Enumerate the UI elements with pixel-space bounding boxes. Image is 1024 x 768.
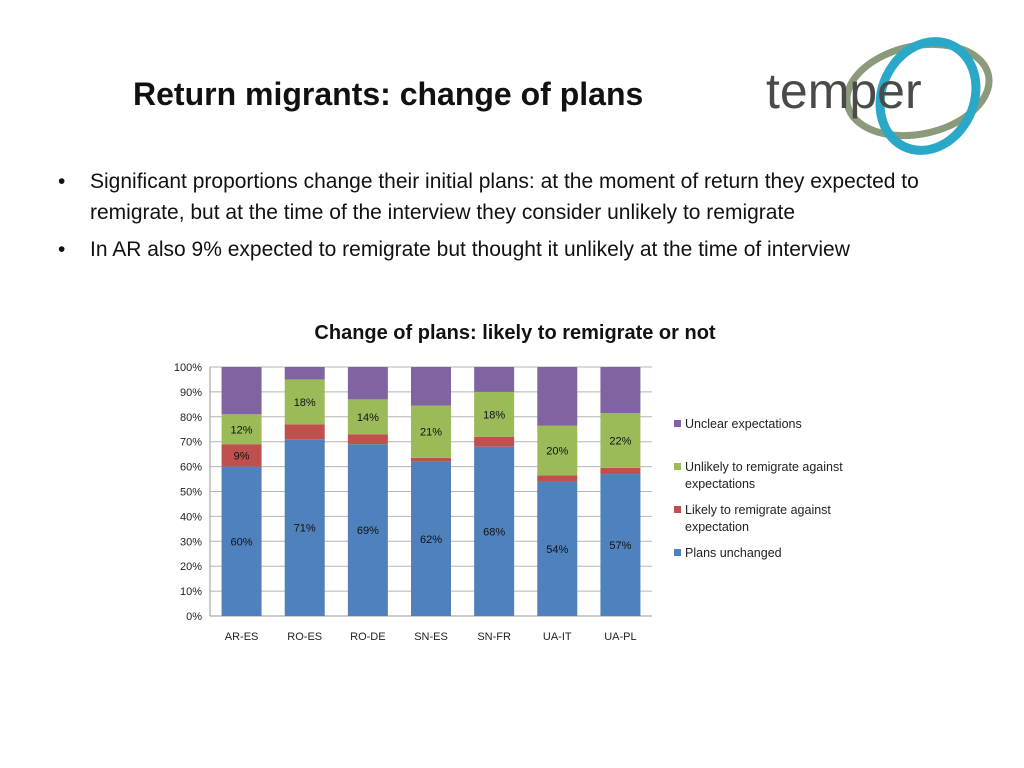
bar-segment xyxy=(347,367,388,400)
data-label: 62% xyxy=(420,534,442,546)
data-label: 18% xyxy=(483,409,505,421)
bar-segment xyxy=(600,413,641,468)
legend-label: Unclear expectations xyxy=(685,417,802,431)
bar-segment xyxy=(221,414,262,445)
legend-swatch xyxy=(674,549,681,556)
chart-title: Change of plans: likely to remigrate or … xyxy=(314,322,716,344)
legend-swatch xyxy=(674,463,681,470)
data-label: 57% xyxy=(609,540,631,552)
bar-segment xyxy=(347,399,388,435)
logo-inner-swoosh xyxy=(875,37,981,155)
bullet-item: • In AR also 9% expected to remigrate bu… xyxy=(58,234,978,265)
legend-label: Unlikely to remigrate against xyxy=(685,460,843,474)
legend-label: expectations xyxy=(685,477,755,491)
bar-segment xyxy=(537,425,578,476)
bar-segment xyxy=(537,367,578,426)
x-tick-label: UA-PL xyxy=(604,631,636,643)
y-tick-label: 80% xyxy=(180,412,202,424)
bullet-item: • Significant proportions change their i… xyxy=(58,166,978,228)
x-tick-label: AR-ES xyxy=(225,631,259,643)
data-label: 14% xyxy=(357,412,379,424)
bullet-text: Significant proportions change their ini… xyxy=(90,170,919,224)
bar-segment xyxy=(221,466,262,616)
bar-segment xyxy=(284,367,325,380)
temper-logo: temper xyxy=(766,37,993,155)
bar-segment xyxy=(411,457,451,462)
y-tick-label: 50% xyxy=(180,487,202,499)
data-label: 21% xyxy=(420,427,442,439)
data-label: 20% xyxy=(546,445,568,457)
bar-segment xyxy=(411,405,451,458)
bar-segment xyxy=(474,446,515,616)
bar-segment xyxy=(474,367,515,392)
x-tick-label: SN-FR xyxy=(477,631,511,643)
data-label: 69% xyxy=(357,525,379,537)
logo-wordmark: temper xyxy=(766,63,922,119)
data-label: 9% xyxy=(234,450,250,462)
y-tick-label: 60% xyxy=(180,462,202,474)
bar-segment xyxy=(600,367,641,414)
x-tick-label: RO-ES xyxy=(287,631,322,643)
bar-segment xyxy=(411,461,451,616)
bar-segment xyxy=(347,444,388,616)
legend-swatch xyxy=(674,506,681,513)
y-tick-label: 90% xyxy=(180,387,202,399)
legend-label: expectation xyxy=(685,520,749,534)
legend-label: Plans unchanged xyxy=(685,546,782,560)
y-tick-label: 10% xyxy=(180,586,202,598)
bar-segment xyxy=(221,367,262,415)
data-label: 71% xyxy=(294,523,316,535)
bar-segment xyxy=(537,481,578,616)
bar-segment xyxy=(600,467,641,475)
bar-segment xyxy=(537,475,578,482)
bar-segment xyxy=(347,434,388,445)
data-label: 60% xyxy=(231,536,253,548)
bar-segment xyxy=(411,367,451,406)
data-label: 68% xyxy=(483,526,505,538)
x-tick-label: UA-IT xyxy=(543,631,572,643)
bar-segment xyxy=(284,424,325,440)
bar-segment xyxy=(284,439,325,616)
y-tick-label: 100% xyxy=(174,362,202,374)
y-tick-label: 20% xyxy=(180,561,202,573)
bullet-text: In AR also 9% expected to remigrate but … xyxy=(90,238,850,261)
data-label: 54% xyxy=(546,544,568,556)
x-tick-label: SN-ES xyxy=(414,631,448,643)
legend-swatch xyxy=(674,420,681,427)
data-label: 12% xyxy=(231,424,253,436)
y-tick-label: 0% xyxy=(186,611,202,623)
bar-segment xyxy=(221,444,262,467)
bullet-dot-icon: • xyxy=(58,238,66,261)
y-tick-label: 30% xyxy=(180,536,202,548)
bar-segment xyxy=(474,436,515,447)
slide-title: Return migrants: change of plans xyxy=(133,76,644,112)
y-tick-label: 70% xyxy=(180,437,202,449)
bar-segment xyxy=(284,379,325,425)
bullet-list: • Significant proportions change their i… xyxy=(58,166,978,271)
bar-segment xyxy=(600,474,641,616)
y-tick-label: 40% xyxy=(180,511,202,523)
bullet-dot-icon: • xyxy=(58,170,66,193)
x-tick-label: RO-DE xyxy=(350,631,385,643)
bar-segment xyxy=(474,391,515,437)
data-label: 18% xyxy=(294,397,316,409)
legend-label: Likely to remigrate against xyxy=(685,503,831,517)
data-label: 22% xyxy=(609,435,631,447)
